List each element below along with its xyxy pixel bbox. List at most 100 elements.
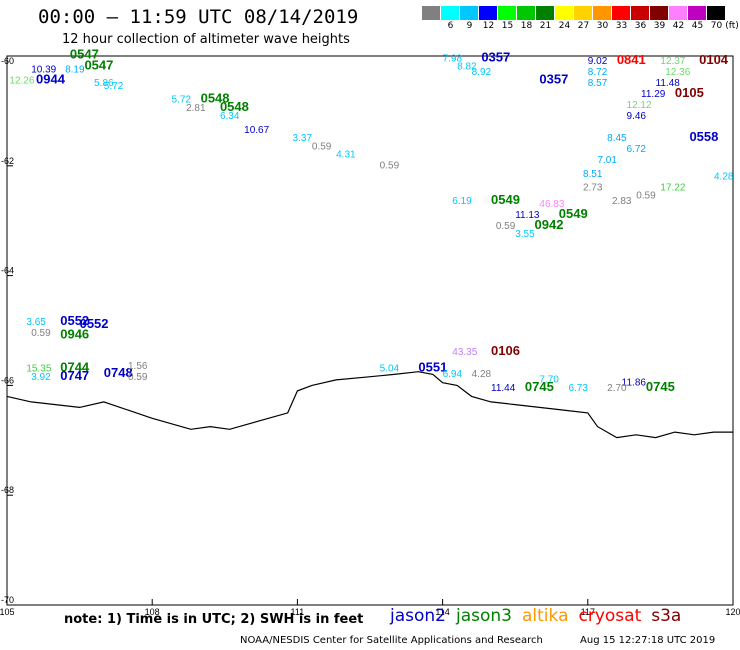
legend-label: 21: [539, 21, 552, 31]
wave-height-label: 10.39: [31, 64, 56, 75]
wave-height-label: 2.83: [612, 196, 632, 207]
wave-height-label: 0.59: [496, 221, 516, 232]
wave-height-label: 11.13: [515, 210, 540, 221]
wave-height-label: 6.72: [627, 144, 647, 155]
wave-height-label: 7.98: [443, 53, 463, 64]
legend-label: 45: [691, 21, 704, 31]
legend-label: 27: [577, 21, 590, 31]
wave-height-label: 11.29: [641, 89, 666, 100]
wave-height-label: 17.22: [660, 183, 685, 194]
pass-time-label: 0944: [36, 71, 66, 86]
legend-label: 33: [615, 21, 628, 31]
footer-note: note: 1) Time is in UTC; 2) SWH is in fe…: [64, 612, 364, 627]
pass-time-label: 0747: [60, 368, 89, 383]
pass-time-label: 0552: [60, 313, 89, 328]
mission-s3a: s3a: [651, 606, 682, 626]
lat-tick-label: -70: [1, 595, 14, 605]
pass-time-label: 0841: [617, 52, 646, 67]
legend-label: 30: [596, 21, 609, 31]
wave-height-label: 3.37: [293, 133, 313, 144]
mission-cryosat: cryosat: [578, 606, 642, 626]
wave-height-label: 7.01: [597, 155, 617, 166]
pass-time-label: 0551: [418, 360, 447, 375]
legend-swatch: [650, 6, 669, 20]
legend-swatch: [498, 6, 517, 20]
page-title: 00:00 – 11:59 UTC 08/14/2019: [38, 6, 359, 28]
legend-swatch: [669, 6, 688, 20]
lon-tick-label: 114: [435, 607, 449, 617]
wave-height-label: 15.35: [26, 364, 51, 375]
credit-line: NOAA/NESDIS Center for Satellite Applica…: [240, 635, 715, 646]
lat-tick-label: -62: [1, 156, 14, 166]
lon-tick-label: 120: [725, 607, 740, 617]
wave-height-label: 12.12: [627, 100, 652, 111]
wave-height-label: 10.67: [244, 125, 269, 136]
generated-timestamp: Aug 15 12:27:18 UTC 2019: [580, 635, 716, 646]
pass-time-label: 0104: [699, 52, 729, 67]
pass-time-label: 0548: [220, 99, 249, 114]
wave-height-label: 0.59: [380, 161, 400, 172]
lon-tick-label: 117: [581, 607, 595, 617]
legend-label: 12: [482, 21, 495, 31]
wave-height-label: 11.48: [656, 78, 681, 89]
coastline: [6, 371, 733, 439]
legend-label: 36: [634, 21, 647, 31]
pass-time-label: 0745: [646, 379, 675, 394]
legend-swatch: [707, 6, 726, 20]
pass-time-label: 0106: [491, 343, 520, 358]
wave-height-label: 5.86: [94, 78, 114, 89]
wave-height-label: 8.45: [607, 133, 627, 144]
axis-ticks: 105 108 111 114 117 120 -60 -62 -64 -66 -68 -70: [0, 55, 740, 617]
page-subtitle: 12 hour collection of altimeter wave hei…: [62, 32, 350, 47]
wave-height-label: 6.19: [452, 196, 472, 207]
wave-height-label: 3.55: [515, 229, 535, 240]
wave-height-label: 8.82: [457, 62, 477, 73]
mission-jason2: jason2: [390, 606, 446, 626]
wave-height-label: 8.51: [583, 169, 603, 180]
lat-tick-label: -66: [1, 375, 14, 385]
pass-time-label: 0357: [539, 71, 568, 86]
wave-height-label: 8.57: [588, 78, 608, 89]
wave-height-label: 1.56: [128, 361, 148, 372]
pass-time-label: 0558: [689, 129, 718, 144]
legend-swatch: [479, 6, 498, 20]
mission-altika: altika: [522, 606, 569, 626]
lon-tick-label: 108: [145, 607, 160, 617]
legend-label: 24: [558, 21, 571, 31]
wave-height-label: 3.65: [26, 317, 46, 328]
wave-height-label: 46.83: [539, 199, 564, 210]
pass-time-label: 0547: [84, 58, 113, 73]
legend-swatch: [593, 6, 612, 20]
wave-height-label: 8.72: [588, 67, 608, 78]
lon-tick-label: 111: [291, 607, 305, 617]
wave-height-label: 11.86: [622, 377, 647, 388]
pass-time-label: 0552: [80, 316, 109, 331]
lon-tick-label: 105: [0, 607, 15, 617]
pass-time-label: 0748: [104, 365, 133, 380]
legend-swatch: [422, 6, 441, 20]
legend-label: 70: [710, 21, 723, 31]
legend-swatch: [460, 6, 479, 20]
wave-height-label: 43.35: [452, 347, 477, 358]
pass-time-label: 0547: [70, 47, 99, 62]
wave-height-label: 0.59: [128, 372, 148, 383]
wave-height-label: 12.36: [665, 67, 690, 78]
wave-height-label: 4.28: [714, 172, 734, 183]
map-frame: [6, 55, 734, 606]
wave-height-label: 2.73: [583, 183, 603, 194]
wave-height-label: 0.59: [312, 141, 332, 152]
wave-height-label: 5.72: [172, 95, 192, 106]
pass-time-label: 0946: [60, 327, 89, 342]
pass-time-label: 0357: [481, 49, 510, 64]
wave-height-label: 6.94: [443, 369, 463, 380]
wave-height-label: 6.73: [568, 383, 588, 394]
wave-height-label: 12.37: [660, 56, 685, 67]
wave-height-label: 2.70: [607, 383, 627, 394]
wave-height-label: 12.26: [9, 75, 34, 86]
mission-legend: jason2 jason3 altika cryosat s3a: [390, 606, 691, 626]
wave-height-label: 6.34: [220, 111, 240, 122]
pass-time-label: 0105: [675, 85, 704, 100]
pass-time-label: 0744: [60, 360, 90, 375]
